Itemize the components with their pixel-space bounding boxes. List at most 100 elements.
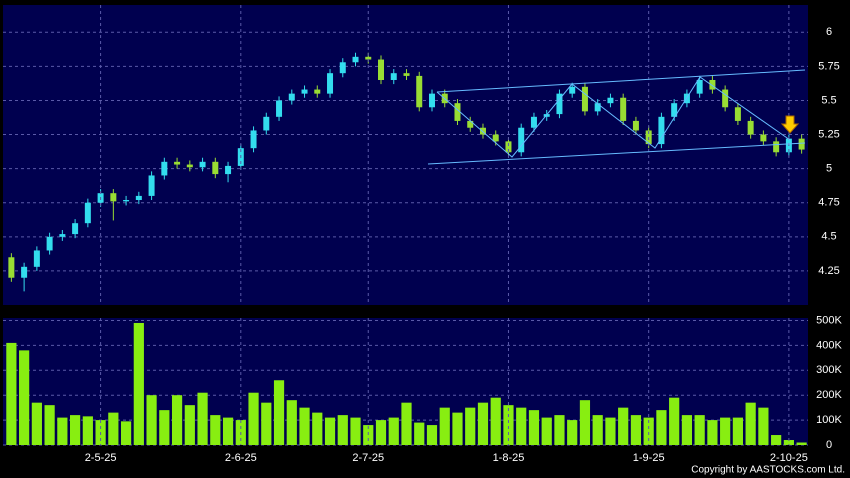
volume-bar [771,435,782,445]
candle-body [352,56,359,63]
volume-bar [261,402,272,445]
candle-body [8,257,15,278]
volume-bar [554,415,565,445]
volume-bar [222,417,234,445]
candle-body [72,223,79,235]
y-tick-label: 5.25 [818,128,839,140]
candle-body [174,161,181,165]
y-tick-label: 6 [826,26,832,38]
candle-body [620,97,627,121]
volume-bar [248,392,259,445]
y-tick-label: 100K [816,414,842,426]
volume-bar [108,412,119,445]
candle-body [709,80,716,90]
y-tick-label: 4.25 [818,265,839,277]
volume-bar [337,415,348,445]
volume-bar [758,407,769,445]
y-tick-label: 5 [826,163,832,175]
candle-body [212,161,219,175]
volume-bar [210,415,221,445]
candle-body [722,89,729,108]
volume-bar [401,402,412,445]
candle-body [760,134,767,142]
volume-bar [133,322,144,445]
candle-body [148,175,155,196]
candle-body [263,116,270,131]
candle-body [505,141,512,153]
volume-bar [57,417,68,445]
y-tick-label: 200K [816,389,842,401]
candle-body [110,193,117,202]
volume-bar [19,350,30,445]
channel-upper [436,69,806,93]
candle-body [632,120,639,131]
candle-body [594,103,601,112]
candle-body [467,120,474,128]
volume-bar [70,415,81,445]
x-tick-label: 2-7-25 [352,452,384,464]
x-tick-label: 2-5-25 [85,452,117,464]
volume-bar [783,440,794,445]
candle-body [135,195,142,200]
candle-body [658,116,665,145]
volume-bar [146,395,157,445]
candle-body [21,266,28,278]
volume-bar [439,407,450,445]
candle-body [734,107,741,121]
candle-body [250,130,257,149]
volume-bar [363,425,374,445]
candle-body [798,138,805,150]
y-tick-label: 400K [816,339,842,351]
candle-body [84,202,91,224]
candle-body [479,127,486,135]
candle-body [569,86,576,94]
candle-body [339,62,346,74]
x-tick-label: 1-8-25 [493,452,525,464]
candle-body [327,73,334,94]
volume-bar [681,415,693,445]
volume-bar [707,420,718,445]
zigzag [436,76,791,158]
candle-body [403,73,410,76]
candle-body [59,234,66,237]
candle-body [696,80,703,94]
candle-body [378,59,385,80]
candle-body [199,161,206,168]
volume-bar [120,421,132,445]
candle-body [773,141,780,153]
volume-bar [171,395,183,445]
candle-body [581,86,588,112]
y-tick-label: 5.5 [821,94,836,106]
volume-bar [375,420,387,445]
volume-bar [44,405,55,445]
volume-bar [592,415,603,445]
volume-bar [643,417,654,445]
candle-body [416,75,423,108]
candle-body [518,127,525,153]
volume-bar [273,380,285,445]
candle-body [556,93,563,115]
candle-body [276,100,283,117]
trend-lines [427,69,806,165]
candle-body [123,200,130,202]
candle-body [530,116,537,128]
signal-arrow [780,115,800,134]
volume-bar [732,417,743,445]
candle-body [314,89,321,94]
price-panel [3,5,808,305]
x-tick-label: 2-10-25 [770,452,808,464]
volume-bar [618,407,629,445]
candle-body [671,103,678,117]
volume-bar [6,342,17,445]
volume-bar [426,425,438,445]
y-tick-label: 0 [826,439,832,451]
candle-body [161,161,168,176]
copyright: Copyright by AASTOCKS.com Ltd. [691,465,845,476]
volume-bar [184,405,195,445]
x-tick-label: 2-6-25 [225,452,257,464]
y-tick-label: 4.5 [821,231,836,243]
y-tick-label: 5.75 [818,60,839,72]
volume-bar [312,412,323,445]
volume-bar [605,417,616,445]
